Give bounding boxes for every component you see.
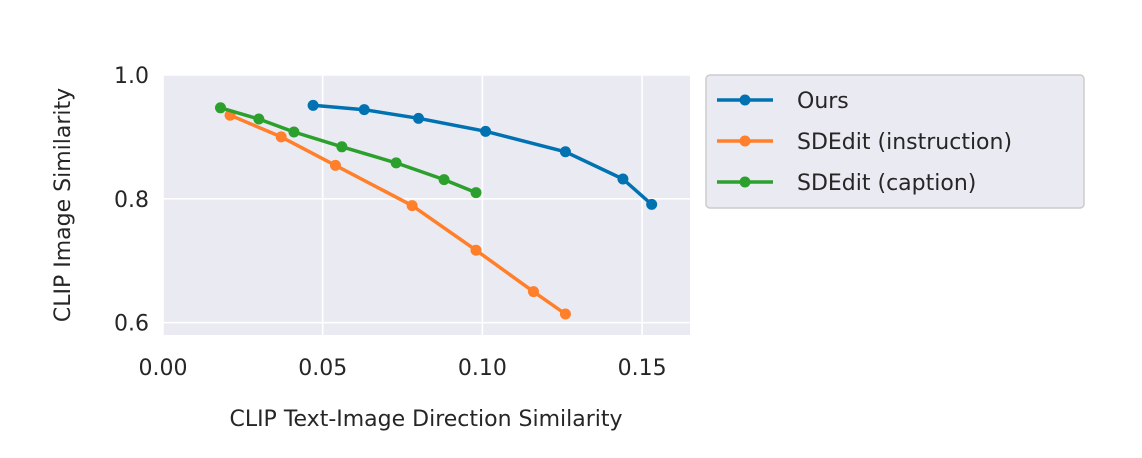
data-point bbox=[438, 174, 450, 186]
legend-item: SDEdit (caption) bbox=[717, 171, 976, 196]
legend-label: Ours bbox=[797, 89, 849, 114]
series-2 bbox=[214, 102, 482, 199]
data-point bbox=[413, 112, 425, 124]
data-point bbox=[214, 102, 226, 114]
data-point bbox=[617, 173, 629, 185]
data-point bbox=[329, 159, 341, 171]
x-tick-label: 0.15 bbox=[618, 356, 667, 381]
legend-item: Ours bbox=[717, 89, 849, 114]
legend-marker bbox=[739, 135, 751, 147]
data-point bbox=[480, 125, 492, 137]
series-group bbox=[214, 99, 658, 320]
data-point bbox=[646, 198, 658, 210]
data-point bbox=[390, 157, 402, 169]
data-point bbox=[307, 99, 319, 111]
y-tick-labels: 0.6 0.8 1.0 bbox=[114, 64, 149, 337]
x-tick-labels: 0.00 0.05 0.10 0.15 bbox=[139, 356, 667, 381]
legend-label: SDEdit (instruction) bbox=[797, 130, 1012, 155]
x-tick-label: 0.00 bbox=[139, 356, 188, 381]
data-point bbox=[253, 113, 265, 125]
series-0 bbox=[307, 99, 658, 210]
grid bbox=[162, 74, 690, 335]
x-axis-label: CLIP Text-Image Direction Similarity bbox=[229, 407, 622, 432]
y-tick-label: 0.6 bbox=[114, 312, 149, 337]
legend-box bbox=[705, 74, 1085, 209]
data-point bbox=[559, 308, 571, 320]
data-point bbox=[559, 146, 571, 158]
data-point bbox=[406, 200, 418, 212]
data-point bbox=[275, 131, 287, 143]
data-point bbox=[470, 187, 482, 199]
data-point bbox=[470, 244, 482, 256]
data-point bbox=[527, 286, 539, 298]
legend-item: SDEdit (instruction) bbox=[717, 130, 1012, 155]
legend-label: SDEdit (caption) bbox=[797, 171, 976, 196]
y-tick-label: 1.0 bbox=[114, 64, 149, 89]
legend-marker bbox=[739, 176, 751, 188]
y-axis-label: CLIP Image Similarity bbox=[51, 88, 76, 322]
x-tick-label: 0.05 bbox=[298, 356, 347, 381]
legend: Ours SDEdit (instruction) SDEdit (caption) bbox=[705, 74, 1085, 209]
y-tick-label: 0.8 bbox=[114, 188, 149, 213]
data-point bbox=[358, 104, 370, 116]
data-point bbox=[336, 141, 348, 153]
data-point bbox=[288, 126, 300, 138]
legend-marker bbox=[739, 94, 751, 106]
x-tick-label: 0.10 bbox=[458, 356, 507, 381]
